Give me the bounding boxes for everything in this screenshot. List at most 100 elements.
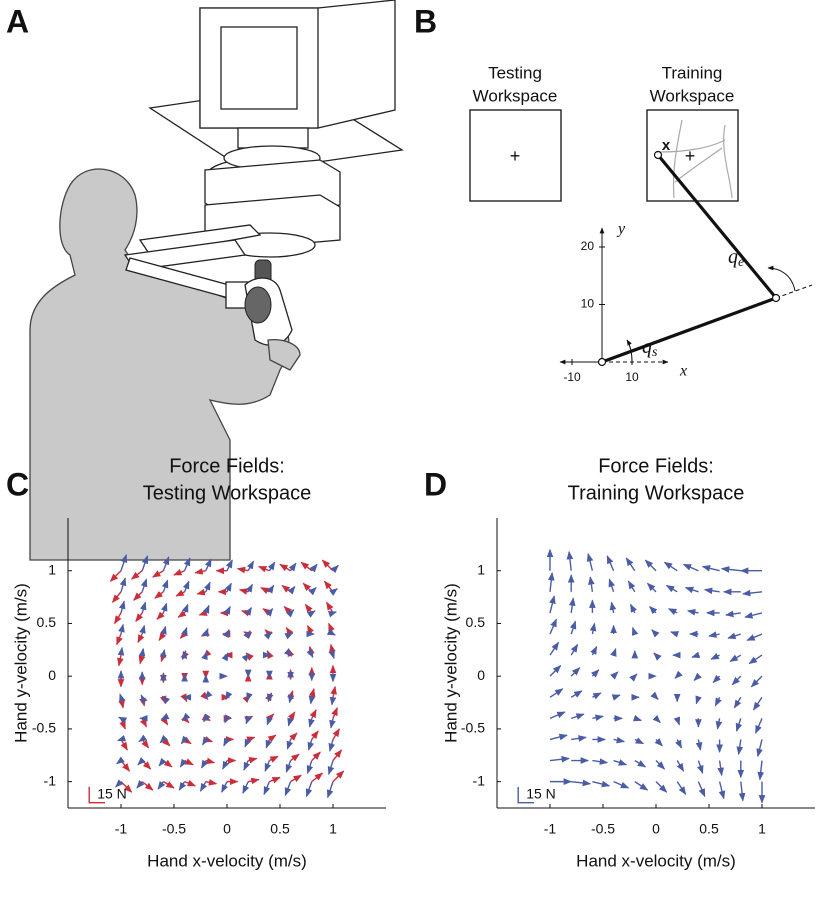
force-arrow xyxy=(246,560,255,572)
x-tick-label: 1 xyxy=(329,821,337,837)
force-arrow xyxy=(116,756,125,765)
force-arrow xyxy=(162,759,173,768)
force-arrow xyxy=(182,580,190,593)
y-axis-label: Hand y-velocity (m/s) xyxy=(441,583,460,743)
y-tick-label: 1 xyxy=(477,561,485,577)
force-arrow xyxy=(266,650,274,660)
force-arrow xyxy=(200,759,209,769)
force-arrow xyxy=(158,757,167,767)
apparatus-illustration xyxy=(29,0,404,561)
force-arrow xyxy=(332,770,345,783)
force-arrow xyxy=(141,555,149,571)
force-arrow xyxy=(183,557,191,571)
force-arrow xyxy=(663,561,678,572)
force-arrow xyxy=(200,691,209,700)
force-arrow xyxy=(731,675,742,686)
force-arrow xyxy=(200,629,210,637)
panel-label: C xyxy=(6,466,29,502)
force-arrow xyxy=(109,570,122,582)
force-arrow xyxy=(610,671,619,680)
x-tick-label: -1 xyxy=(115,821,128,837)
force-arrow xyxy=(269,755,279,763)
force-arrow xyxy=(549,733,568,741)
force-arrow xyxy=(589,622,597,635)
force-arrow xyxy=(264,760,272,772)
force-arrow xyxy=(266,693,274,703)
force-arrow xyxy=(245,715,253,725)
force-arrow xyxy=(222,629,230,639)
force-arrow xyxy=(138,734,148,743)
force-arrow xyxy=(159,695,167,705)
panel-label: D xyxy=(424,466,447,502)
force-arrow xyxy=(697,760,704,774)
trajectory-curves xyxy=(659,119,733,199)
force-arrow xyxy=(686,608,699,616)
force-arrow xyxy=(588,576,595,592)
force-arrow xyxy=(120,760,131,772)
force-arrow xyxy=(654,738,663,747)
force-arrow xyxy=(326,601,334,614)
force-arrow xyxy=(570,643,579,656)
force-arrow xyxy=(284,781,292,797)
force-arrow xyxy=(627,580,636,593)
x-tick-label: 0 xyxy=(223,821,231,837)
arm-axes xyxy=(559,227,669,367)
force-arrow xyxy=(670,631,680,638)
x-axis-label: Hand x-velocity (m/s) xyxy=(576,851,736,870)
force-arrow xyxy=(665,584,678,593)
force-arrow xyxy=(203,713,211,723)
force-arrow xyxy=(266,584,275,594)
force-arrow xyxy=(609,601,617,614)
force-arrow xyxy=(120,554,128,571)
force-arrow xyxy=(138,654,146,665)
force-arrow xyxy=(115,779,124,788)
force-arrow xyxy=(629,673,638,682)
force-arrow xyxy=(244,715,254,723)
force-arrow xyxy=(757,760,765,781)
y-tick-label: 0.5 xyxy=(466,614,486,630)
force-arrow xyxy=(266,716,273,726)
force-arrow xyxy=(733,696,742,709)
force-arrow xyxy=(283,648,293,657)
force-arrow xyxy=(120,739,128,751)
force-arrow xyxy=(119,577,127,593)
force-arrow xyxy=(119,718,126,730)
workspace-title: Workspace xyxy=(473,86,558,105)
force-arrow xyxy=(708,631,720,638)
force-arrow xyxy=(329,588,338,596)
force-arrow xyxy=(281,584,292,593)
target-cross: + xyxy=(685,146,696,166)
force-arrow xyxy=(566,550,574,571)
force-arrow xyxy=(613,736,626,744)
force-arrow xyxy=(236,566,249,574)
force-arrow xyxy=(748,654,763,665)
hand-label: x xyxy=(662,137,671,154)
axis-label: y xyxy=(616,221,626,238)
force-arrow xyxy=(331,707,338,719)
x-tick-label: 0.5 xyxy=(270,821,290,837)
force-arrow xyxy=(141,781,154,791)
force-arrow xyxy=(139,697,146,707)
force-arrow xyxy=(308,587,317,596)
force-arrow xyxy=(117,734,127,742)
force-arrow xyxy=(650,691,659,700)
force-arrow xyxy=(264,629,273,638)
force-arrow xyxy=(608,578,615,593)
force-arrow xyxy=(137,633,145,644)
force-arrow xyxy=(130,570,143,580)
force-arrow xyxy=(329,643,336,656)
force-arrow xyxy=(203,649,212,658)
force-arrow xyxy=(181,651,189,661)
force-arrow xyxy=(205,757,216,765)
force-arrow xyxy=(159,734,168,744)
force-arrow xyxy=(287,585,296,595)
y-tick-label: -0.5 xyxy=(32,720,56,736)
force-arrow xyxy=(306,760,314,774)
force-arrow xyxy=(655,760,666,770)
force-arrow xyxy=(329,696,337,706)
force-arrow xyxy=(308,695,316,705)
force-arrow xyxy=(117,646,125,656)
force-arrow xyxy=(691,651,701,659)
workspace-title: Testing xyxy=(488,63,542,82)
